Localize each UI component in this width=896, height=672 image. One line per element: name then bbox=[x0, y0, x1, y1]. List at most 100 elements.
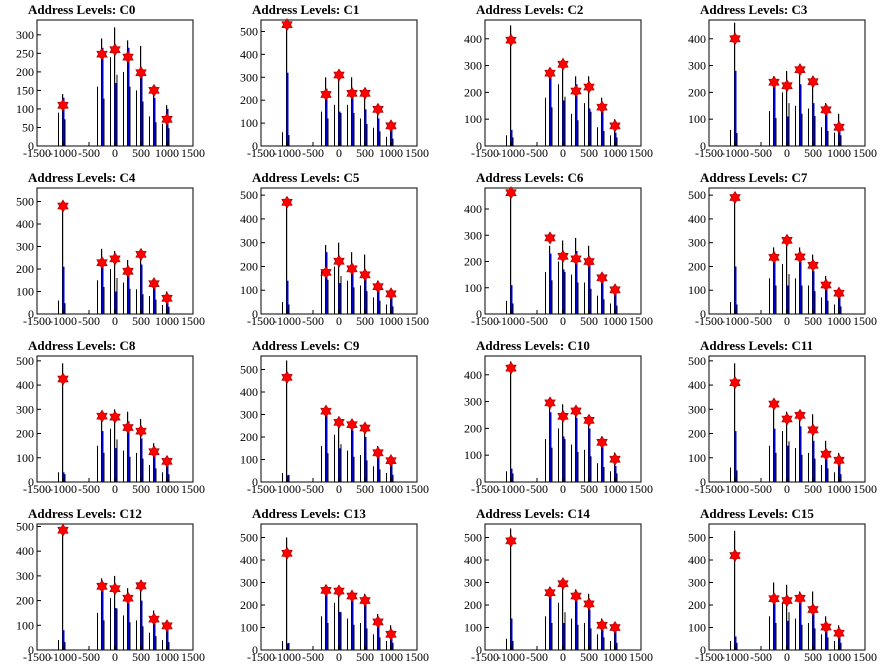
fill-bar bbox=[575, 417, 578, 482]
y-tick-label: 50 bbox=[22, 121, 34, 135]
peak-marker bbox=[557, 409, 569, 423]
y-tick-label: 200 bbox=[688, 260, 706, 274]
x-tick-label: 1500 bbox=[181, 314, 205, 328]
chart-panel: Address Levels: C9 0 100 200 300 400 500 -1500-… bbox=[224, 336, 448, 504]
x-tick-label: -1500 bbox=[471, 650, 499, 664]
y-tick-label: 500 bbox=[16, 354, 34, 368]
histogram-bar bbox=[129, 288, 131, 314]
peak-marker bbox=[544, 586, 556, 600]
x-tick-label: -1000 bbox=[49, 314, 77, 328]
peak-marker bbox=[596, 618, 608, 632]
x-tick-label: 1500 bbox=[853, 314, 877, 328]
x-tick-label: -500 bbox=[750, 650, 772, 664]
y-tick-label: 400 bbox=[464, 368, 482, 382]
y-tick-label: 100 bbox=[464, 112, 482, 126]
peak-marker bbox=[609, 119, 621, 133]
histogram-bar bbox=[506, 471, 507, 482]
histogram-bar bbox=[334, 104, 335, 146]
histogram-bar bbox=[616, 473, 618, 482]
histogram-bar bbox=[386, 641, 387, 650]
x-tick-label: 500 bbox=[132, 482, 150, 496]
histogram-bar bbox=[551, 280, 553, 314]
peak-marker bbox=[807, 258, 819, 272]
peak-marker bbox=[333, 68, 345, 82]
histogram-bar bbox=[58, 640, 59, 650]
histogram-bar bbox=[510, 193, 512, 315]
histogram-bar bbox=[340, 444, 342, 482]
chart-panel: Address Levels: C5 0 100 200 300 400 500 -1500-… bbox=[224, 168, 448, 336]
x-tick-label: 0 bbox=[336, 650, 342, 664]
histogram-bar bbox=[97, 280, 98, 315]
fill-bar bbox=[62, 97, 65, 146]
y-tick-label: 500 bbox=[688, 531, 706, 545]
histogram-bar bbox=[775, 623, 777, 650]
peak-marker bbox=[333, 415, 345, 429]
histogram-bar bbox=[827, 300, 829, 314]
x-tick-label: 0 bbox=[784, 314, 790, 328]
peak-marker bbox=[333, 254, 345, 268]
x-tick-label: -1000 bbox=[721, 314, 749, 328]
x-tick-label: 0 bbox=[112, 650, 118, 664]
fill-bar bbox=[825, 625, 828, 651]
peak-marker bbox=[346, 418, 358, 432]
y-tick-label: 300 bbox=[240, 576, 258, 590]
peak-marker bbox=[794, 408, 806, 422]
histogram-bar bbox=[392, 642, 394, 650]
histogram-bar bbox=[590, 111, 592, 146]
y-tick-label: 300 bbox=[240, 236, 258, 250]
fill-bar bbox=[390, 295, 393, 314]
y-tick-label: 0 bbox=[476, 643, 482, 657]
peak-marker bbox=[96, 409, 108, 423]
histogram-bar bbox=[116, 74, 118, 146]
histogram-bar bbox=[142, 294, 144, 314]
peak-marker bbox=[557, 57, 569, 71]
peak-marker bbox=[596, 271, 608, 285]
chart-title: Address Levels: C7 bbox=[700, 170, 808, 185]
histogram-bar bbox=[786, 70, 788, 146]
peak-marker bbox=[135, 247, 147, 261]
peak-marker bbox=[333, 584, 345, 598]
histogram-bar bbox=[610, 641, 611, 650]
x-tick-label: -1500 bbox=[695, 314, 723, 328]
histogram-bar bbox=[392, 474, 394, 482]
chart-panel: Address Levels: C2 0 100 200 300 400 -1500 -100… bbox=[448, 0, 672, 168]
fill-bar bbox=[101, 431, 104, 482]
histogram-bar bbox=[379, 300, 381, 314]
peak-marker bbox=[372, 615, 384, 629]
chart-svg: Address Levels: C15 0 100 200 300 400 500 -1500… bbox=[688, 506, 877, 664]
histogram-bar bbox=[571, 444, 572, 482]
peak-marker bbox=[729, 548, 741, 563]
x-tick-label: -1000 bbox=[497, 146, 525, 160]
histogram-bar bbox=[769, 111, 770, 146]
fill-bar bbox=[588, 609, 591, 650]
peak-marker bbox=[570, 252, 582, 266]
peak-marker bbox=[557, 577, 569, 591]
x-tick-label: 500 bbox=[580, 650, 598, 664]
y-tick-label: 0 bbox=[252, 643, 258, 657]
peak-marker bbox=[794, 63, 806, 77]
histogram-bar bbox=[168, 642, 170, 650]
histogram-bar bbox=[366, 460, 368, 482]
histogram-bar bbox=[353, 624, 355, 650]
x-tick-label: -1000 bbox=[49, 482, 77, 496]
histogram-bar bbox=[616, 305, 618, 314]
fill-bar bbox=[549, 412, 552, 482]
y-tick-label: 300 bbox=[464, 59, 482, 73]
histogram-bar bbox=[286, 537, 288, 650]
y-tick-label: 500 bbox=[240, 25, 258, 39]
peak-marker bbox=[372, 280, 384, 294]
peak-marker bbox=[109, 43, 121, 57]
y-tick-label: 400 bbox=[464, 553, 482, 567]
peak-marker bbox=[544, 396, 556, 410]
histogram-bar bbox=[821, 634, 822, 651]
peak-marker bbox=[135, 424, 147, 438]
x-tick-label: 1000 bbox=[379, 482, 403, 496]
histogram-bar bbox=[114, 409, 116, 482]
x-tick-label: 1000 bbox=[827, 314, 851, 328]
histogram-bar bbox=[327, 279, 329, 314]
histogram-bar bbox=[734, 530, 736, 651]
y-tick-label: 100 bbox=[464, 281, 482, 295]
chart-title: Address Levels: C0 bbox=[28, 2, 135, 17]
histogram-bar bbox=[334, 434, 335, 483]
peak-marker bbox=[57, 199, 69, 213]
